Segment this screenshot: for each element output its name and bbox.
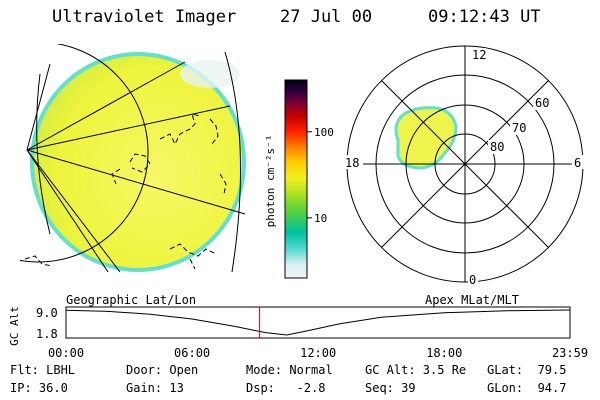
alt-curve	[65, 309, 570, 336]
mlt-label-6: 6	[574, 156, 581, 170]
alt-xtick-label: 23:59	[552, 346, 588, 360]
mode-info: Mode: Normal	[246, 363, 333, 377]
geo-coords-label: Geographic Lat/Lon	[66, 293, 197, 307]
filter-info: Flt: LBHL	[10, 363, 76, 377]
polar-plot: 12 18 6 0 60 70 80	[343, 45, 584, 287]
geo-meridian-lines	[26, 61, 246, 272]
alt-ytick-bottom: 1.8	[36, 327, 58, 341]
mlt-label-12: 12	[472, 48, 486, 62]
time-label: 09:12:43 UT	[428, 7, 541, 27]
alt-ytick-top: 9.0	[36, 306, 58, 320]
gain-info: Gain: 13	[126, 381, 184, 395]
instrument-title: Ultraviolet Imager	[52, 7, 237, 27]
geo-auroral-oval	[30, 52, 246, 272]
geo-coastlines	[24, 113, 227, 270]
altitude-plot: GC Alt 9.0 1.8 00:00 06:00 12:00 18:00 23:59	[8, 306, 588, 360]
lat-label-70: 70	[512, 121, 526, 135]
lat-label-60: 60	[535, 96, 549, 110]
colorbar: photon cm⁻²s⁻¹ 100 10	[264, 79, 334, 279]
glat-info: GLat: 79.5	[487, 363, 567, 377]
mlt-label-0: 0	[469, 273, 476, 287]
gc-alt-info: GC Alt: 3.5 Re	[365, 363, 467, 377]
colorbar-tick-label: 10	[314, 212, 327, 225]
apex-coords-label: Apex MLat/MLT	[425, 293, 519, 307]
geo-outer-arc	[224, 51, 241, 272]
alt-xtick-label: 00:00	[48, 346, 84, 360]
polar-meridian-diag2	[381, 80, 549, 248]
date-label: 27 Jul 00	[280, 7, 373, 27]
seq-info: Seq: 39	[365, 381, 416, 395]
door-info: Door: Open	[126, 363, 199, 377]
alt-xtick-label: 12:00	[300, 346, 336, 360]
geographic-image	[20, 44, 246, 272]
colorbar-gradient	[284, 79, 308, 279]
alt-ylabel: GC Alt	[8, 306, 21, 346]
colorbar-tick-label: 100	[314, 126, 334, 139]
dsp-info: Dsp: -2.8	[246, 381, 326, 395]
glon-info: GLon: 94.7	[487, 381, 567, 395]
colorbar-label: photon cm⁻²s⁻¹	[264, 135, 277, 228]
mlt-label-18: 18	[345, 156, 359, 170]
polar-auroral-blob	[394, 106, 458, 170]
alt-xtick-label: 06:00	[174, 346, 210, 360]
alt-plot-frame	[65, 306, 571, 339]
geo-grid-circle	[20, 44, 149, 263]
alt-xtick-label: 18:00	[426, 346, 462, 360]
lat-label-80: 80	[490, 140, 504, 154]
ip-info: IP: 36.0	[10, 381, 68, 395]
